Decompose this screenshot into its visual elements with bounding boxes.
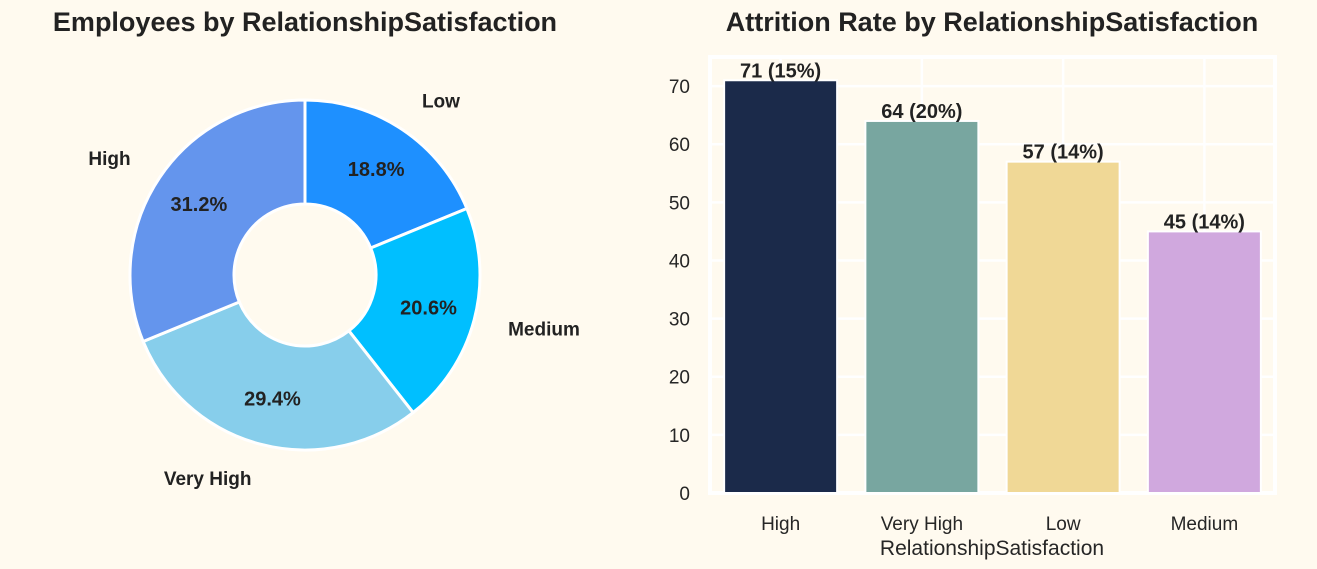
donut-chart-title: Employees by RelationshipSatisfaction xyxy=(53,7,557,37)
bar-chart: Attrition Rate by RelationshipSatisfacti… xyxy=(669,7,1277,560)
bar-value-label-very-high: 64 (20%) xyxy=(881,101,962,123)
donut-category-label-very-high: Very High xyxy=(164,469,252,490)
bar-value-label-medium: 45 (14%) xyxy=(1164,211,1245,233)
x-axis-ticks: High Very High Low Medium xyxy=(761,514,1238,535)
x-tick-label-low: Low xyxy=(1046,514,1081,535)
donut-labels: 18.8% Low 20.6% Medium 29.4% Very High 31.2% Hi… xyxy=(88,92,579,490)
bar-low xyxy=(1005,160,1121,494)
donut-slice-high xyxy=(128,98,307,343)
x-tick-label-high: High xyxy=(761,514,800,535)
y-tick-label: 0 xyxy=(679,484,690,505)
y-tick-label: 20 xyxy=(669,368,690,389)
donut-pct-label-medium: 20.6% xyxy=(400,298,457,320)
y-tick-label: 50 xyxy=(669,193,690,214)
y-tick-label: 40 xyxy=(669,251,690,272)
donut-slices xyxy=(128,98,482,452)
donut-pct-label-low: 18.8% xyxy=(348,159,405,181)
x-tick-label-medium: Medium xyxy=(1171,514,1239,535)
bars xyxy=(723,79,1262,495)
bar-value-label-low: 57 (14%) xyxy=(1023,142,1104,164)
y-axis-ticks: 0 10 20 30 40 50 60 70 xyxy=(669,77,690,505)
donut-category-label-low: Low xyxy=(422,92,460,113)
y-tick-label: 70 xyxy=(669,77,690,98)
x-axis-label: RelationshipSatisfaction xyxy=(880,537,1104,560)
bar-value-label-high: 71 (15%) xyxy=(740,60,821,82)
donut-slice-medium xyxy=(347,207,482,415)
bar-value-labels: 71 (15%) 64 (20%) 57 (14%) 45 (14%) xyxy=(740,60,1245,233)
donut-category-label-high: High xyxy=(88,149,130,170)
donut-pct-label-high: 31.2% xyxy=(171,194,228,216)
y-tick-label: 60 xyxy=(669,135,690,156)
x-tick-label-very-high: Very High xyxy=(881,514,963,535)
donut-chart: Employees by RelationshipSatisfaction 18… xyxy=(53,7,580,490)
donut-category-label-medium: Medium xyxy=(508,320,580,341)
donut-pct-label-very-high: 29.4% xyxy=(244,389,301,411)
donut-slice-very-high xyxy=(141,300,415,452)
bar-medium xyxy=(1146,230,1262,494)
y-tick-label: 30 xyxy=(669,310,690,331)
bar-very-high xyxy=(864,119,980,495)
y-tick-label: 10 xyxy=(669,426,690,447)
bar-high xyxy=(723,79,839,495)
bar-chart-title: Attrition Rate by RelationshipSatisfacti… xyxy=(726,7,1259,37)
donut-slice-low xyxy=(303,98,469,250)
